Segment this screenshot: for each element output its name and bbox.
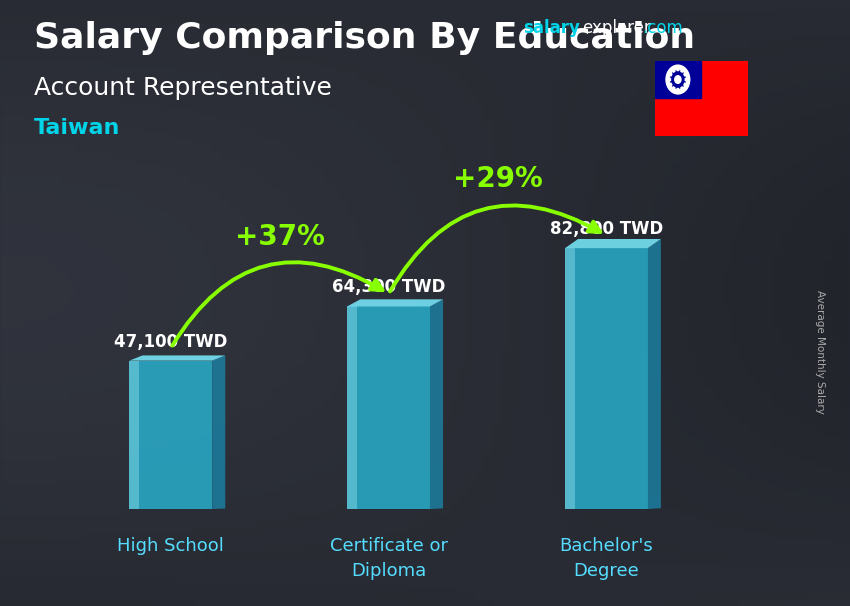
Polygon shape	[667, 72, 672, 76]
Text: salary: salary	[523, 19, 580, 38]
Polygon shape	[672, 87, 675, 92]
Polygon shape	[565, 248, 575, 509]
Polygon shape	[565, 239, 661, 248]
Bar	[654, 61, 701, 98]
Text: Bachelor's
Degree: Bachelor's Degree	[559, 538, 654, 581]
Polygon shape	[683, 83, 689, 87]
Polygon shape	[685, 78, 689, 81]
Text: .com: .com	[642, 19, 683, 38]
Circle shape	[671, 70, 685, 88]
Polygon shape	[129, 361, 139, 509]
Polygon shape	[677, 88, 679, 94]
Polygon shape	[648, 239, 661, 509]
Text: +29%: +29%	[453, 165, 542, 193]
Polygon shape	[681, 67, 683, 72]
Polygon shape	[129, 356, 225, 361]
Text: 47,100 TWD: 47,100 TWD	[114, 333, 228, 350]
Text: +37%: +37%	[235, 223, 325, 251]
Polygon shape	[430, 299, 443, 509]
Polygon shape	[677, 65, 679, 70]
Polygon shape	[212, 356, 225, 509]
Polygon shape	[565, 248, 648, 509]
Text: 64,300 TWD: 64,300 TWD	[332, 278, 445, 296]
Polygon shape	[347, 299, 443, 307]
Polygon shape	[666, 78, 671, 81]
Text: 82,800 TWD: 82,800 TWD	[550, 220, 663, 238]
Polygon shape	[667, 83, 672, 87]
Text: explorer: explorer	[582, 19, 651, 38]
Text: Account Representative: Account Representative	[34, 76, 332, 100]
Circle shape	[675, 76, 681, 84]
Polygon shape	[683, 72, 689, 76]
Text: Average Monthly Salary: Average Monthly Salary	[815, 290, 825, 413]
Text: Taiwan: Taiwan	[34, 118, 121, 138]
Polygon shape	[681, 87, 683, 92]
Text: Salary Comparison By Education: Salary Comparison By Education	[34, 21, 695, 55]
Circle shape	[666, 65, 689, 94]
Text: High School: High School	[117, 538, 224, 556]
Polygon shape	[672, 67, 675, 72]
Text: Certificate or
Diploma: Certificate or Diploma	[330, 538, 448, 581]
Polygon shape	[129, 361, 212, 509]
Polygon shape	[347, 307, 357, 509]
Polygon shape	[347, 307, 430, 509]
